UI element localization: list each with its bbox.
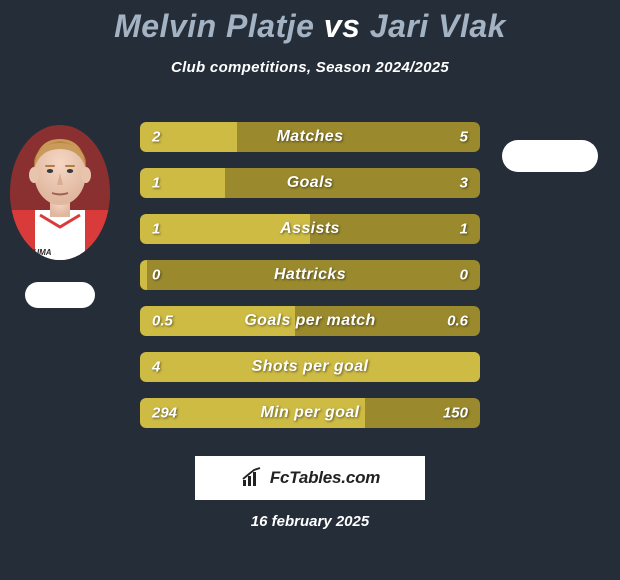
stat-row: 4Shots per goal	[140, 352, 480, 382]
stat-label: Shots per goal	[140, 358, 480, 376]
svg-text:PUMA: PUMA	[28, 248, 52, 257]
stat-row: 1Goals3	[140, 168, 480, 198]
player1-club-logo	[25, 282, 95, 308]
player1-name: Melvin Platje	[114, 8, 314, 44]
vs-text: vs	[324, 8, 361, 44]
stat-row: 2Matches5	[140, 122, 480, 152]
date-text: 16 february 2025	[0, 513, 620, 530]
branding-box: FcTables.com	[195, 456, 425, 500]
stat-value-p2: 150	[443, 405, 468, 422]
stat-label: Assists	[140, 220, 480, 238]
stats-bars: 2Matches51Goals31Assists10Hattricks00.5G…	[140, 122, 480, 444]
stat-value-p2: 5	[460, 129, 468, 146]
branding-icon	[240, 466, 264, 490]
stat-row: 294Min per goal150	[140, 398, 480, 428]
stat-label: Min per goal	[140, 404, 480, 422]
player1-column: PUMA	[10, 125, 110, 308]
player1-avatar: PUMA	[10, 125, 110, 260]
stat-value-p2: 0	[460, 267, 468, 284]
stat-label: Goals	[140, 174, 480, 192]
stat-label: Goals per match	[140, 312, 480, 330]
stat-label: Hattricks	[140, 266, 480, 284]
player2-name: Jari Vlak	[370, 8, 506, 44]
stat-value-p2: 0.6	[447, 313, 468, 330]
stat-row: 1Assists1	[140, 214, 480, 244]
subtitle: Club competitions, Season 2024/2025	[0, 59, 620, 76]
stat-value-p2: 3	[460, 175, 468, 192]
stat-value-p2: 1	[460, 221, 468, 238]
player2-column	[490, 118, 610, 172]
stat-label: Matches	[140, 128, 480, 146]
branding-text: FcTables.com	[270, 468, 380, 488]
stat-row: 0.5Goals per match0.6	[140, 306, 480, 336]
player2-club-logo	[502, 140, 598, 172]
comparison-title: Melvin Platje vs Jari Vlak	[0, 0, 620, 45]
stat-row: 0Hattricks0	[140, 260, 480, 290]
